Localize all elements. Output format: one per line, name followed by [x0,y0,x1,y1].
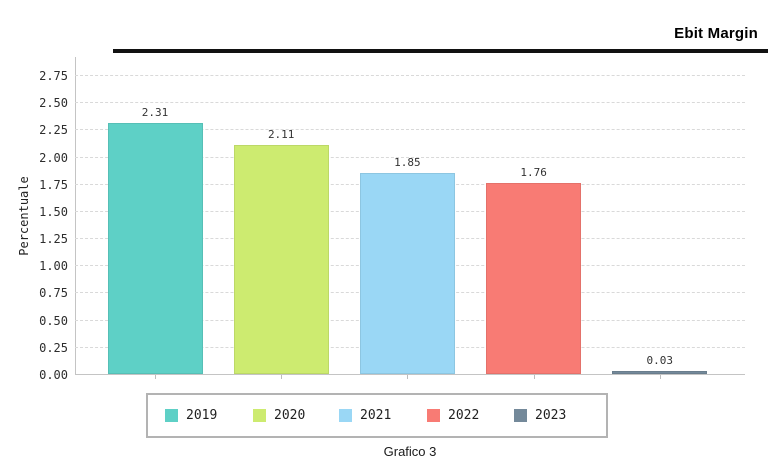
bar-2022 [486,183,582,374]
y-tick-label: 0.00 [39,368,68,382]
y-tick-label: 2.00 [39,150,68,165]
y-tick-label: 0.50 [39,313,68,328]
legend-item-2019: 2019 [165,395,217,436]
bar-2023 [612,371,708,374]
legend-item-2021: 2021 [339,395,391,436]
legend: 2019 2020 2021 2022 2023 [146,393,608,438]
y-tick-label: 1.25 [39,232,68,247]
y-tick-label: 1.00 [39,259,68,274]
y-tick-label: 2.75 [39,69,68,83]
y-tick-label: 2.25 [39,123,68,138]
x-tick [407,375,409,379]
bar-value-label: 1.85 [394,156,421,169]
plot-area: 2.31 2.11 1.85 1.76 0.03 [75,57,745,379]
legend-swatch-icon [427,409,440,422]
x-tick [533,375,535,379]
y-gridline [75,156,745,158]
bar-value-label: 0.03 [646,354,674,367]
y-tick-label: 0.25 [39,340,68,355]
bar-2021 [359,173,455,374]
y-gridline [75,129,745,131]
y-tick-label: 2.50 [39,96,68,111]
title-underline-rule [113,49,768,53]
x-axis-line [75,374,745,375]
legend-swatch-icon [514,409,527,422]
bar-2020 [233,145,329,374]
bar-value-label: 2.31 [141,106,169,119]
bar-2019 [107,123,203,374]
y-gridline [75,102,745,104]
legend-swatch-icon [165,409,178,422]
chart-caption: Grafico 3 [383,444,437,459]
legend-item-2020: 2020 [253,395,305,436]
legend-item-2023: 2023 [514,395,566,436]
y-tick-label: 1.75 [39,177,68,192]
y-gridline [75,75,745,76]
y-tick-label: 0.75 [39,286,68,301]
bar-value-label: 2.11 [267,128,295,141]
x-tick [659,375,661,379]
x-tick [155,375,156,379]
legend-label: 2022 [448,408,480,423]
y-axis-line [75,57,76,375]
y-tick-label: 1.50 [39,204,68,219]
legend-swatch-icon [253,409,266,422]
legend-swatch-icon [339,409,352,422]
bar-value-label: 1.76 [520,166,547,179]
chart-title: Ebit Margin [674,25,758,42]
x-tick [281,375,283,379]
legend-label: 2023 [535,408,567,423]
legend-label: 2019 [186,408,218,423]
legend-label: 2020 [274,408,306,423]
legend-label: 2021 [360,408,392,423]
legend-item-2022: 2022 [427,395,479,436]
